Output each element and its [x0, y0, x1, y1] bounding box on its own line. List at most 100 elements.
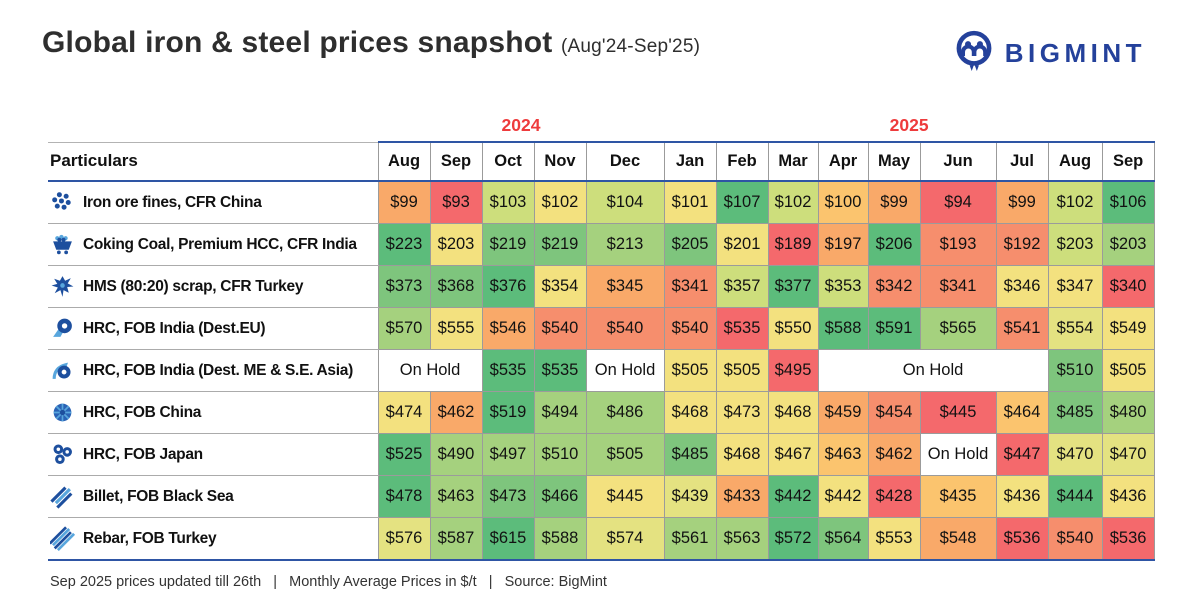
price-cell: $94: [919, 180, 997, 224]
scrap-icon: [50, 274, 75, 299]
price-cell: $473: [715, 391, 769, 434]
price-cell: $591: [867, 307, 921, 350]
price-cell: $505: [715, 349, 769, 392]
price-cell: $373: [377, 265, 431, 308]
commodity-label: Rebar, FOB Turkey: [83, 529, 217, 547]
price-cell: $462: [429, 391, 483, 434]
month-header-jul-11: Jul: [995, 141, 1049, 182]
price-cell: $485: [1047, 391, 1103, 434]
price-cell: $454: [867, 391, 921, 434]
month-header-jan-5: Jan: [663, 141, 717, 182]
price-cell: $570: [377, 307, 431, 350]
on-hold-cell: On Hold: [585, 349, 665, 392]
price-cell: $494: [533, 391, 587, 434]
price-cell: $510: [1047, 349, 1103, 392]
price-cell: $205: [663, 223, 717, 266]
price-cell: $203: [1047, 223, 1103, 266]
price-cell: $470: [1047, 433, 1103, 476]
iron-ore-icon: [50, 190, 75, 215]
price-cell: $376: [481, 265, 535, 308]
price-cell: $495: [767, 349, 819, 392]
price-cell: $347: [1047, 265, 1103, 308]
price-cell: $101: [663, 180, 717, 224]
price-cell: $99: [995, 180, 1049, 224]
price-cell: $468: [767, 391, 819, 434]
price-cell: $377: [767, 265, 819, 308]
coal-cart-icon: [50, 232, 75, 257]
price-cell: $357: [715, 265, 769, 308]
price-cell: $588: [817, 307, 869, 350]
price-cell: $201: [715, 223, 769, 266]
price-cell: $342: [867, 265, 921, 308]
price-cell: $341: [663, 265, 717, 308]
price-cell: $354: [533, 265, 587, 308]
price-cell: $340: [1101, 265, 1155, 308]
price-cell: $345: [585, 265, 665, 308]
price-cell: $485: [663, 433, 717, 476]
price-cell: $189: [767, 223, 819, 266]
price-cell: $99: [377, 180, 431, 224]
page-header: Global iron & steel prices snapshot (Aug…: [0, 0, 1200, 79]
price-cell: $107: [715, 180, 769, 224]
price-cell: $535: [715, 307, 769, 350]
price-cell: $540: [1047, 517, 1103, 561]
price-cell: $102: [1047, 180, 1103, 224]
commodity-row-4: HRC, FOB India (Dest. ME & S.E. Asia) On …: [48, 349, 1155, 392]
price-cell: $442: [767, 475, 819, 518]
month-header-jun-10: Jun: [919, 141, 997, 182]
commodity-row-2: HMS (80:20) scrap, CFR Turkey $373 $368 $37…: [48, 265, 1155, 308]
month-header-dec-4: Dec: [585, 141, 665, 182]
price-cell: $510: [533, 433, 587, 476]
price-cell: $540: [585, 307, 665, 350]
month-header-feb-6: Feb: [715, 141, 769, 182]
year-label-2024: 2024: [501, 115, 541, 135]
price-cell: $564: [817, 517, 869, 561]
commodity-row-3: HRC, FOB India (Dest.EU) $570 $555 $546 $540…: [48, 307, 1155, 350]
row-header: HRC, FOB India (Dest.EU): [48, 307, 378, 350]
price-cell: $473: [481, 475, 535, 518]
price-cell: $546: [481, 307, 535, 350]
month-header-aug-12: Aug: [1047, 141, 1103, 182]
commodity-row-6: HRC, FOB Japan $525 $490 $497 $510 $505 $485 $4…: [48, 433, 1155, 476]
price-cell: $468: [663, 391, 717, 434]
price-cell: $554: [1047, 307, 1103, 350]
price-cell: $574: [585, 517, 665, 561]
price-cell: $490: [429, 433, 483, 476]
price-cell: $468: [715, 433, 769, 476]
price-cell: $102: [533, 180, 587, 224]
price-cell: $505: [1101, 349, 1155, 392]
commodity-label: HRC, FOB India (Dest. ME & S.E. Asia): [83, 361, 353, 379]
price-cell: $346: [995, 265, 1049, 308]
row-header: Rebar, FOB Turkey: [48, 517, 378, 561]
price-cell: $540: [533, 307, 587, 350]
billet-icon: [50, 484, 75, 509]
coil-end-icon: [50, 400, 75, 425]
price-cell: $550: [767, 307, 819, 350]
price-cell: $106: [1101, 180, 1155, 224]
price-cell: $219: [481, 223, 535, 266]
price-cell: $433: [715, 475, 769, 518]
price-cell: $213: [585, 223, 665, 266]
row-header: Iron ore fines, CFR China: [48, 180, 378, 224]
footnote: Sep 2025 prices updated till 26th | Mont…: [50, 574, 607, 590]
coil-arrow-icon: [50, 358, 75, 383]
price-cell: $588: [533, 517, 587, 561]
month-header-oct-2: Oct: [481, 141, 535, 182]
price-cell: $497: [481, 433, 535, 476]
title-date-range: (Aug'24-Sep'25): [561, 36, 701, 57]
price-cell: $553: [867, 517, 921, 561]
rebar-icon: [50, 526, 75, 551]
price-cell: $428: [867, 475, 921, 518]
on-hold-cell: On Hold: [377, 349, 483, 392]
price-cell: $587: [429, 517, 483, 561]
price-cell: $463: [429, 475, 483, 518]
month-header-sep-1: Sep: [429, 141, 483, 182]
price-cell: $444: [1047, 475, 1103, 518]
price-cell: $103: [481, 180, 535, 224]
page-title: Global iron & steel prices snapshot (Aug…: [42, 26, 700, 60]
price-cell: $535: [481, 349, 535, 392]
commodity-label: HRC, FOB Japan: [83, 445, 203, 463]
price-cell: $223: [377, 223, 431, 266]
price-cell: $353: [817, 265, 869, 308]
